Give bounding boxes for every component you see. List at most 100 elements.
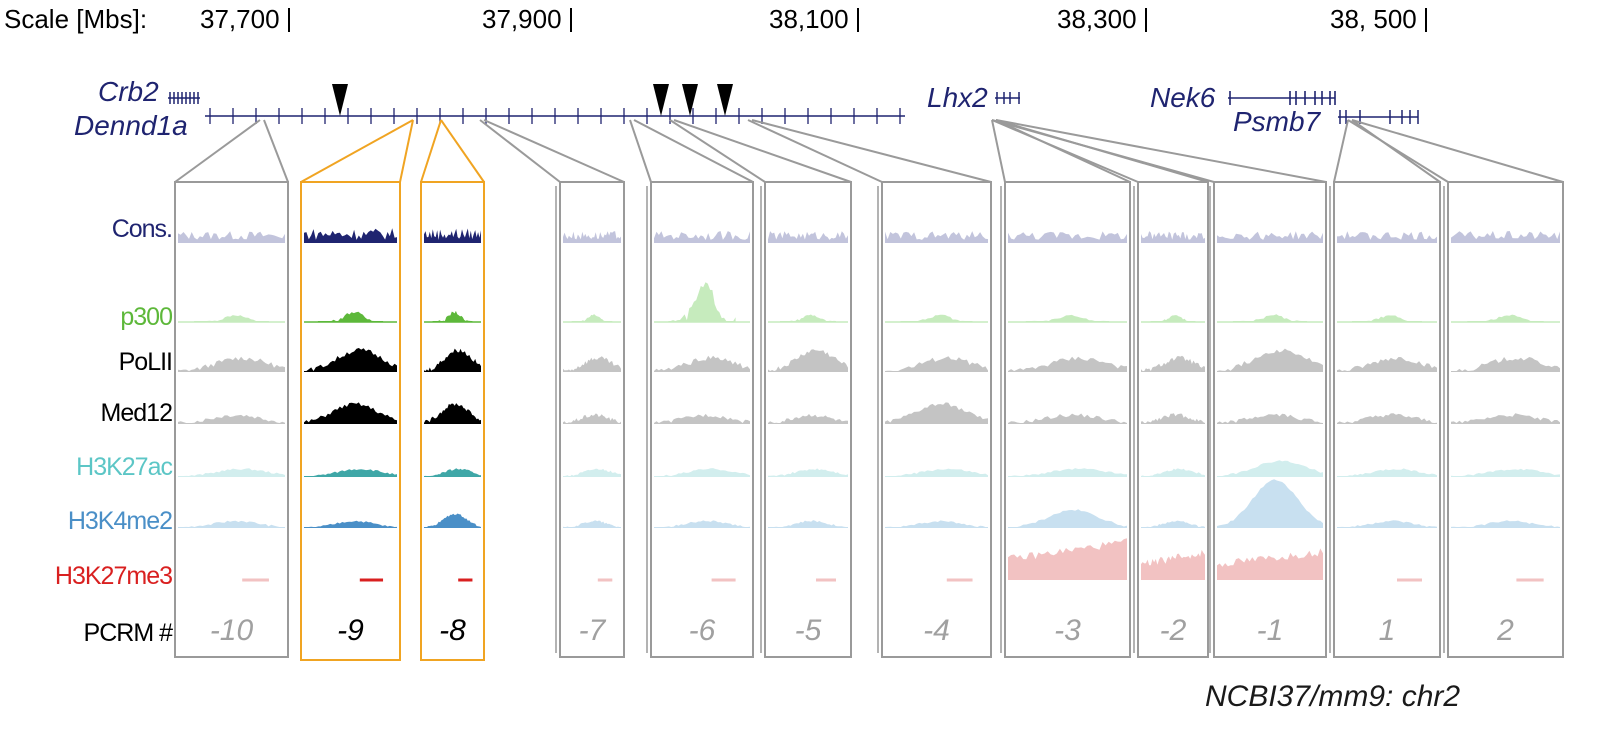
p300-signal	[432, 310, 473, 322]
gene-psmb7: Psmb7	[1233, 106, 1321, 137]
h3k27ac-signal	[885, 468, 988, 477]
polii-signal	[1451, 357, 1560, 372]
genome-assembly-label: NCBI37/mm9: chr2	[1205, 680, 1461, 713]
h3k27me3-signal	[1008, 538, 1127, 580]
med12-signal	[1008, 413, 1127, 424]
projection-line	[399, 119, 414, 183]
projection-line	[300, 119, 414, 183]
h3k27ac-signal	[768, 468, 848, 477]
polii-signal	[654, 355, 750, 372]
med12-signal	[1337, 413, 1437, 424]
polii-signal	[304, 348, 397, 372]
h3k27ac-signal	[654, 468, 750, 477]
pcrm-panel	[1004, 181, 1131, 658]
marker-triangle	[682, 84, 698, 116]
med12-signal	[1451, 413, 1560, 424]
polii-signal	[1141, 355, 1205, 372]
h3k4me2-signal	[768, 520, 848, 528]
h3k4me2-signal	[885, 520, 988, 528]
projection-line	[995, 119, 1327, 183]
cons-signal	[1217, 231, 1323, 243]
scale-tick: 38, 500	[1330, 4, 1427, 35]
pcrm-panel	[300, 181, 401, 661]
p300-signal	[571, 314, 613, 322]
cons-signal	[424, 228, 481, 243]
projection-line	[479, 119, 561, 183]
cons-signal	[1451, 231, 1560, 243]
track-label-h3k27me3: H3K27me3	[54, 562, 173, 590]
gene-lhx2: Lhx2	[927, 82, 988, 113]
cons-signal	[563, 231, 621, 243]
polii-signal	[885, 356, 988, 372]
med12-signal	[768, 414, 848, 424]
p300-signal	[1232, 314, 1308, 322]
pcrm-number: -8	[439, 614, 466, 647]
track-label-pcrm: PCRM #	[83, 619, 173, 647]
projection-line	[673, 119, 852, 183]
h3k4me2-signal	[1451, 520, 1560, 528]
marker-triangle	[653, 84, 669, 116]
p300-signal	[194, 315, 269, 322]
p300-signal	[317, 311, 384, 322]
projection-line	[1351, 119, 1564, 183]
pcrm-panel	[650, 181, 754, 658]
h3k4me2-signal	[178, 520, 285, 528]
marker-triangle	[332, 84, 348, 116]
pcrm-panel	[764, 181, 852, 658]
gene-nek6: Nek6	[1150, 82, 1216, 113]
polii-signal	[1337, 357, 1437, 372]
projection-line	[174, 119, 261, 183]
projection-line	[751, 119, 992, 183]
h3k4me2-signal	[654, 520, 750, 528]
h3k27ac-signal	[1337, 468, 1437, 477]
cons-signal	[654, 231, 750, 243]
p300-signal	[900, 314, 973, 322]
projection-line	[991, 119, 1215, 183]
p300-signal	[780, 314, 836, 322]
h3k27ac-signal	[304, 469, 397, 477]
pcrm-panel	[1137, 181, 1209, 658]
cons-signal	[178, 231, 285, 243]
h3k27ac-signal	[1217, 460, 1323, 477]
pcrm-number: -5	[794, 614, 822, 647]
polii-signal	[768, 349, 848, 372]
gene-crb2: Crb2	[98, 76, 159, 107]
scale-tick: 37,900	[482, 4, 572, 35]
projection-line	[483, 119, 625, 183]
projection-line	[1333, 119, 1349, 183]
pcrm-number: -4	[923, 614, 950, 647]
projection-line	[747, 119, 883, 183]
pcrm-number: -9	[337, 614, 364, 647]
track-label-p300: p300	[120, 303, 173, 331]
track-label-h3k4me2: H3K4me2	[67, 507, 173, 535]
h3k27ac-signal	[1141, 468, 1205, 477]
p300-signal	[1025, 314, 1110, 322]
med12-signal	[304, 402, 397, 424]
projection-line	[991, 119, 1006, 183]
pcrm-number: -3	[1054, 614, 1081, 647]
pcrm-panel	[1447, 181, 1564, 658]
h3k4me2-signal	[1217, 479, 1323, 528]
h3k4me2-signal	[424, 513, 481, 528]
cons-signal	[304, 228, 397, 243]
h3k27ac-signal	[178, 468, 285, 477]
med12-signal	[654, 413, 750, 424]
h3k27me3-signal	[1217, 548, 1323, 580]
pcrm-number: -2	[1159, 614, 1187, 647]
polii-signal	[178, 356, 285, 372]
track-label-cons: Cons.	[111, 215, 173, 243]
marker-triangle	[717, 84, 733, 116]
p300-signal	[668, 282, 736, 322]
pcrm-panel	[881, 181, 992, 658]
projection-line	[1347, 119, 1449, 183]
h3k4me2-signal	[563, 520, 621, 528]
polii-signal	[1217, 348, 1323, 372]
med12-signal	[178, 414, 285, 424]
projection-line	[420, 119, 442, 183]
cons-signal	[1337, 231, 1437, 243]
h3k4me2-signal	[1141, 520, 1205, 528]
scale-tick: 38,100	[769, 4, 859, 35]
med12-signal	[1217, 413, 1323, 424]
cons-signal	[1008, 231, 1127, 243]
